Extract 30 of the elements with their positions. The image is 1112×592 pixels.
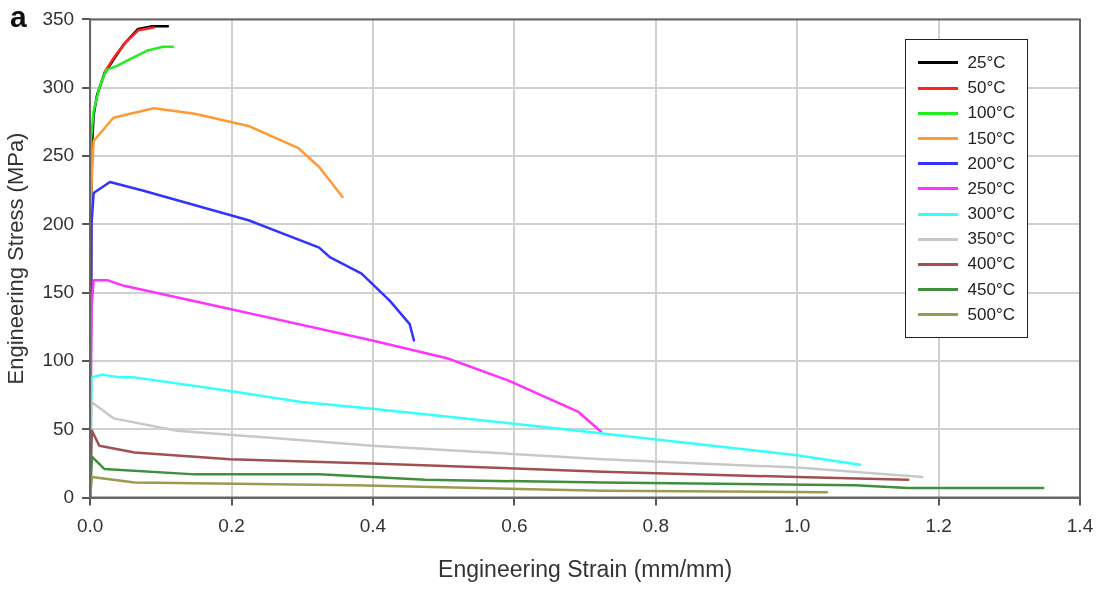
y-tick-label: 0: [63, 485, 75, 507]
legend-label: 200°C: [967, 153, 1015, 174]
legend-label: 350°C: [967, 229, 1015, 250]
x-tick-label: 0.6: [501, 515, 528, 537]
legend-label: 400°C: [967, 254, 1015, 275]
y-axis-title: Engineering Stress (MPa): [3, 132, 29, 385]
x-axis-title: Engineering Strain (mm/mm): [438, 555, 733, 582]
legend-label: 250°C: [967, 178, 1015, 199]
x-tick-label: 1.2: [925, 515, 952, 537]
x-tick-label: 0.0: [76, 515, 104, 537]
legend-label: 300°C: [967, 204, 1015, 225]
text: a: [10, 0, 27, 34]
x-tick-label: 1.0: [783, 515, 811, 537]
x-tick-label: 0.2: [218, 515, 245, 537]
y-tick-label: 250: [42, 144, 75, 166]
y-tick-label: 150: [42, 280, 75, 302]
x-tick-label: 1.4: [1066, 515, 1094, 537]
y-tick-label: 200: [42, 212, 75, 234]
y-tick-label: 300: [42, 75, 75, 97]
x-tick-label: 0.4: [359, 515, 387, 537]
x-tick-label: 0.8: [642, 515, 669, 537]
legend-label: 150°C: [967, 128, 1015, 149]
y-tick-label: 350: [42, 7, 75, 29]
legend-label: 100°C: [967, 103, 1015, 124]
legend-label: 50°C: [967, 78, 1006, 99]
y-tick-label: 50: [52, 417, 75, 439]
y-tick-label: 100: [42, 349, 75, 371]
legend-label: 450°C: [967, 279, 1015, 300]
legend-label: 25°C: [967, 52, 1006, 73]
legend-label: 500°C: [967, 304, 1015, 325]
